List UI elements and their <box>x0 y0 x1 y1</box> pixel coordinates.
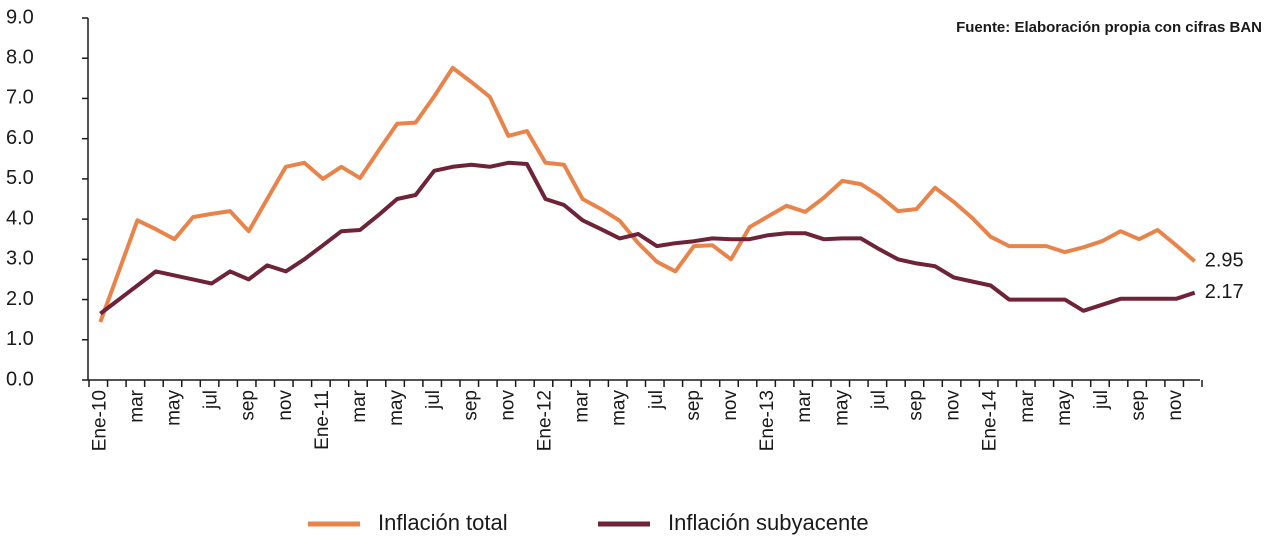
x-tick-label: may <box>831 390 852 426</box>
x-tick-label: may <box>609 390 630 426</box>
series-line <box>99 160 1196 316</box>
x-tick-label: jul <box>423 390 444 410</box>
y-tick-label: 4.0 <box>6 207 34 229</box>
legend-label: Inflación subyacente <box>668 510 869 535</box>
legend-label: Inflación total <box>378 510 508 535</box>
x-tick-label: jul <box>1091 390 1112 410</box>
x-tick-label: nov <box>1165 390 1186 421</box>
x-tick-label: mar <box>572 389 593 422</box>
y-tick-label: 8.0 <box>6 47 34 69</box>
series-line <box>98 65 1197 323</box>
y-tick-label: 7.0 <box>6 87 34 109</box>
x-tick-label: may <box>1054 390 1075 426</box>
y-tick-label: 6.0 <box>6 127 34 149</box>
y-tick-label: 0.0 <box>6 368 34 390</box>
end-label: 2.95 <box>1205 250 1244 272</box>
x-tick-label: jul <box>201 390 222 410</box>
y-tick-label: 5.0 <box>6 167 34 189</box>
x-tick-label: sep <box>460 390 481 421</box>
y-tick-label: 1.0 <box>6 328 34 350</box>
x-tick-label: mar <box>349 389 370 422</box>
x-tick-label: sep <box>683 390 704 421</box>
x-tick-label: Ene-12 <box>534 390 555 451</box>
x-tick-label: may <box>163 390 184 426</box>
x-tick-label: mar <box>126 389 147 422</box>
x-tick-label: Ene-11 <box>312 390 333 450</box>
x-tick-label: mar <box>1017 389 1038 422</box>
y-tick-label: 3.0 <box>6 248 34 270</box>
x-tick-label: nov <box>497 390 518 421</box>
x-tick-label: mar <box>794 389 815 422</box>
x-tick-label: jul <box>868 390 889 410</box>
x-tick-label: nov <box>943 390 964 421</box>
x-tick-label: nov <box>275 390 296 421</box>
x-tick-label: sep <box>1128 390 1149 421</box>
y-tick-label: 9.0 <box>6 6 34 28</box>
x-tick-label: Ene-10 <box>89 390 110 451</box>
x-tick-label: Ene-13 <box>757 390 778 451</box>
x-tick-label: nov <box>720 390 741 421</box>
x-tick-label: may <box>386 390 407 426</box>
x-tick-label: sep <box>905 390 926 421</box>
x-tick-label: jul <box>646 390 667 410</box>
source: Fuente: Elaboración propia con cifras BA… <box>956 19 1262 36</box>
x-tick-label: sep <box>238 390 259 421</box>
end-label: 2.17 <box>1205 281 1244 303</box>
x-tick-label: Ene-14 <box>980 390 1001 452</box>
y-tick-label: 2.0 <box>6 288 34 310</box>
